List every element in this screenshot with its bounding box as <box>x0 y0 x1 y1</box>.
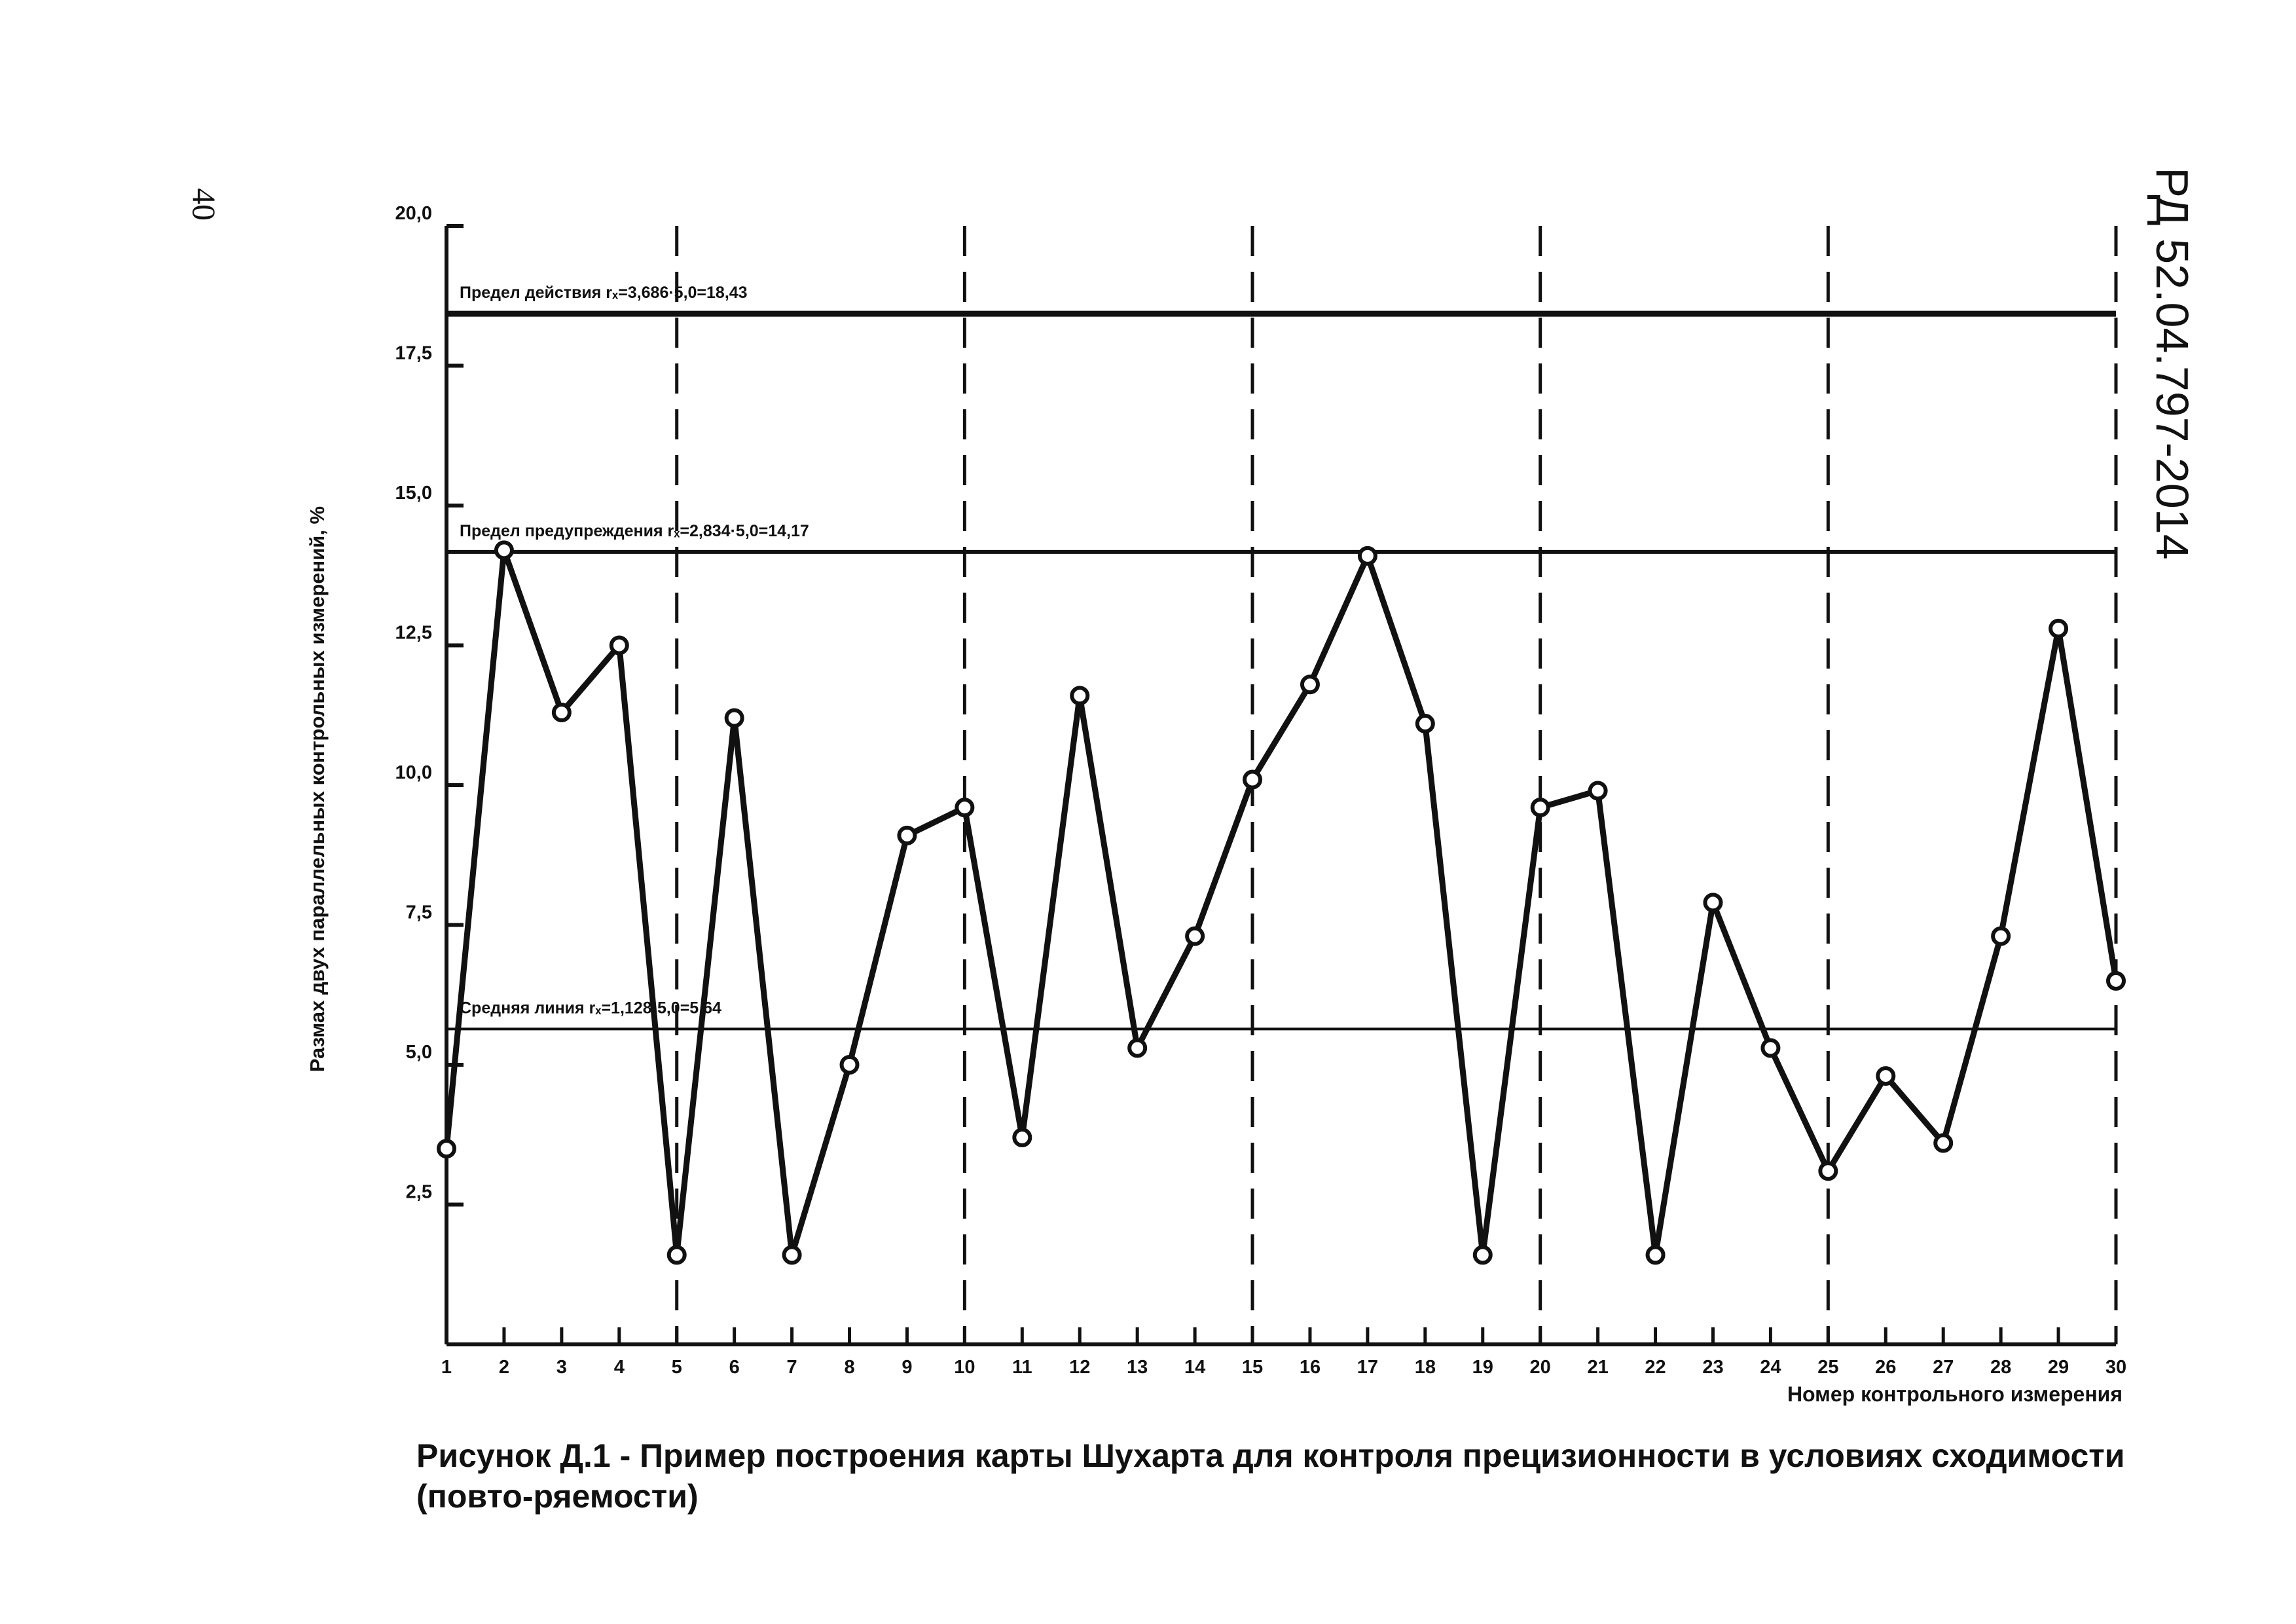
x-tick-label: 13 <box>1127 1357 1148 1378</box>
x-tick-label: 15 <box>1242 1357 1263 1378</box>
data-point <box>1185 926 1205 946</box>
x-tick-label: 17 <box>1357 1357 1378 1378</box>
x-tick-label: 28 <box>1990 1357 2011 1378</box>
control-lines: Предел действия rₓ=3,686·5,0=18,43 Предел… <box>446 284 2116 1031</box>
data-point <box>1588 781 1608 801</box>
x-tick-label: 26 <box>1875 1357 1896 1378</box>
y-tick-label: 20,0 <box>395 203 432 224</box>
data-point <box>2049 618 2069 638</box>
y-tick-label: 7,5 <box>406 902 432 923</box>
x-tick-label: 23 <box>1702 1357 1723 1378</box>
series-line <box>443 547 2119 1258</box>
x-tick-label: 18 <box>1415 1357 1436 1378</box>
x-tick-label: 19 <box>1472 1357 1493 1378</box>
data-point <box>839 1055 860 1075</box>
y-tick-label: 5,0 <box>406 1042 432 1063</box>
series-points <box>437 540 2126 1265</box>
x-tick-label: 14 <box>1184 1357 1205 1378</box>
x-tick-label: 22 <box>1645 1357 1666 1378</box>
data-point <box>1818 1161 1838 1181</box>
data-point <box>1357 545 1377 566</box>
x-tick-label: 10 <box>954 1357 975 1378</box>
data-point <box>1530 798 1550 818</box>
x-tick-label: 20 <box>1530 1357 1551 1378</box>
x-tick-label: 25 <box>1817 1357 1838 1378</box>
x-tick-label: 8 <box>844 1357 854 1378</box>
data-point <box>1300 674 1320 695</box>
data-point <box>1645 1245 1666 1265</box>
y-tick-label: 15,0 <box>395 483 432 504</box>
x-tick-label: 7 <box>787 1357 797 1378</box>
x-tick-label: 12 <box>1069 1357 1090 1378</box>
x-ticks: 1 2 3 4 5 6 7 8 9 10 11 12 13 14 15 16 17 18 19 20 21 22 23 24 2… <box>441 1327 2126 1378</box>
data-point <box>1760 1038 1781 1058</box>
data-point <box>1991 926 2011 946</box>
data-point <box>724 708 744 728</box>
x-tick-label: 9 <box>902 1357 912 1378</box>
data-point <box>1243 769 1263 790</box>
data-point <box>1127 1038 1148 1058</box>
y-tick-label: 12,5 <box>395 623 432 644</box>
dashed-verticals <box>675 226 2118 1344</box>
x-tick-label: 30 <box>2105 1357 2126 1378</box>
data-point <box>551 702 572 722</box>
data-point <box>1012 1128 1032 1148</box>
x-tick-label: 29 <box>2048 1357 2069 1378</box>
y-ticks: 2,5 5,0 7,5 10,0 12,5 15,0 17,5 20,0 <box>395 203 464 1207</box>
x-tick-label: 3 <box>556 1357 567 1378</box>
x-tick-label: 1 <box>441 1357 452 1378</box>
x-axis-label: Номер контрольного измерения <box>1787 1382 2123 1406</box>
data-point <box>494 540 514 561</box>
y-tick-label: 2,5 <box>406 1182 432 1203</box>
data-point <box>437 1139 456 1159</box>
x-tick-label: 11 <box>1012 1357 1032 1378</box>
control-line-label: Предел предупреждения rₓ=2,834·5,0=14,17 <box>460 522 809 540</box>
y-axis-label: Размах двух параллельных контрольных изм… <box>306 506 329 1072</box>
data-point <box>2106 970 2126 991</box>
control-line-label: Предел действия rₓ=3,686·5,0=18,43 <box>460 284 748 302</box>
x-tick-label: 27 <box>1933 1357 1954 1378</box>
figure-caption: Рисунок Д.1 - Пример построения карты Шу… <box>416 1437 2125 1515</box>
data-point <box>1876 1066 1896 1086</box>
control-line-label: Средняя линия rₓ=1,128·5,0=5,64 <box>460 999 721 1017</box>
data-point <box>1415 714 1435 734</box>
data-point <box>897 825 917 845</box>
data-point <box>955 798 975 818</box>
data-point <box>1933 1133 1954 1153</box>
data-point <box>1472 1245 1493 1265</box>
data-point <box>666 1245 687 1265</box>
y-tick-label: 17,5 <box>395 343 432 364</box>
data-point <box>1070 686 1090 706</box>
x-tick-label: 6 <box>729 1357 740 1378</box>
x-tick-label: 21 <box>1587 1357 1608 1378</box>
data-point <box>609 635 629 655</box>
x-tick-label: 5 <box>672 1357 682 1378</box>
data-point <box>1703 893 1723 913</box>
x-tick-label: 16 <box>1300 1357 1321 1378</box>
y-tick-label: 10,0 <box>395 762 432 783</box>
data-point <box>782 1245 802 1265</box>
x-tick-label: 24 <box>1760 1357 1781 1378</box>
x-tick-label: 2 <box>499 1357 509 1378</box>
x-tick-label: 4 <box>614 1357 625 1378</box>
